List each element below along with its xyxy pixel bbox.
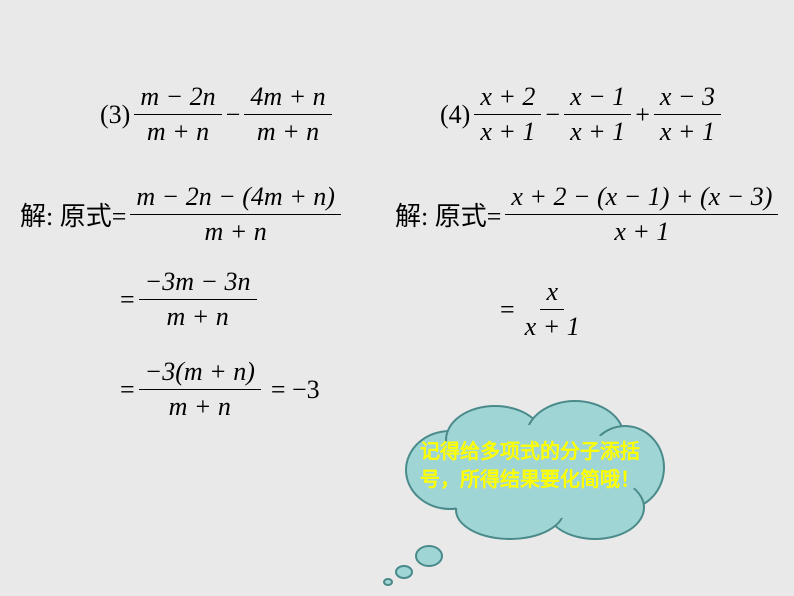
cloud-dot-3 bbox=[383, 578, 393, 586]
problem-3: (3) m − 2n m + n − 4m + n m + n bbox=[100, 80, 336, 149]
cloud-callout: 记得给多项式的分子添括号，所得结果要化简哦！ bbox=[395, 400, 665, 540]
prob3-minus: − bbox=[226, 100, 241, 130]
sol4-line1: 解: 原式= x + 2 − (x − 1) + (x − 3) x + 1 bbox=[395, 180, 782, 249]
sol4-prefix: 解: 原式= bbox=[395, 196, 501, 233]
problem-4: (4) x + 2 x + 1 − x − 1 x + 1 + x − 3 x … bbox=[440, 80, 725, 149]
prob4-frac2: x − 1 x + 1 bbox=[564, 80, 631, 149]
sol3-line1: 解: 原式= m − 2n − (4m + n) m + n bbox=[20, 180, 345, 249]
prob4-frac3: x − 3 x + 1 bbox=[654, 80, 721, 149]
prob4-num2: x − 1 bbox=[564, 80, 631, 115]
sol3-den2: m + n bbox=[160, 300, 234, 334]
prob4-den3: x + 1 bbox=[654, 115, 721, 149]
sol3-prefix: 解: 原式= bbox=[20, 196, 126, 233]
prob3-num1: m − 2n bbox=[134, 80, 221, 115]
sol3-den3: m + n bbox=[163, 390, 237, 424]
prob3-den2: m + n bbox=[251, 115, 325, 149]
sol4-num1: x + 2 − (x − 1) + (x − 3) bbox=[505, 180, 778, 215]
cloud-dot-2 bbox=[395, 565, 413, 579]
prob4-num3: x − 3 bbox=[654, 80, 721, 115]
sol4-den2: x + 1 bbox=[519, 310, 586, 344]
sol3-num3: −3(m + n) bbox=[139, 355, 261, 390]
sol3-num2: −3m − 3n bbox=[139, 265, 257, 300]
cloud-text: 记得给多项式的分子添括号，所得结果要化简哦！ bbox=[420, 438, 640, 494]
prob4-num1: x + 2 bbox=[474, 80, 541, 115]
sol4-num2: x bbox=[540, 275, 564, 310]
sol3-frac3: −3(m + n) m + n bbox=[139, 355, 261, 424]
prob4-plus: + bbox=[635, 100, 650, 130]
sol4-frac1: x + 2 − (x − 1) + (x − 3) x + 1 bbox=[505, 180, 778, 249]
prob3-den1: m + n bbox=[141, 115, 215, 149]
prob4-den1: x + 1 bbox=[474, 115, 541, 149]
sol3-line2: = −3m − 3n m + n bbox=[120, 265, 261, 334]
sol4-frac2: x x + 1 bbox=[519, 275, 586, 344]
prob4-frac1: x + 2 x + 1 bbox=[474, 80, 541, 149]
prob3-num2: 4m + n bbox=[244, 80, 331, 115]
sol4-den1: x + 1 bbox=[608, 215, 675, 249]
sol4-eq2: = bbox=[500, 295, 515, 325]
prob3-frac2: 4m + n m + n bbox=[244, 80, 331, 149]
sol3-eq3: = bbox=[120, 375, 135, 405]
cloud-dot-1 bbox=[415, 545, 443, 567]
prob4-minus: − bbox=[545, 100, 560, 130]
sol3-eq2: = bbox=[120, 285, 135, 315]
sol3-frac2: −3m − 3n m + n bbox=[139, 265, 257, 334]
sol4-line2: = x x + 1 bbox=[500, 275, 590, 344]
sol3-den1: m + n bbox=[198, 215, 272, 249]
prob3-label: (3) bbox=[100, 100, 130, 130]
sol3-line3: = −3(m + n) m + n = −3 bbox=[120, 355, 320, 424]
prob3-frac1: m − 2n m + n bbox=[134, 80, 221, 149]
prob4-label: (4) bbox=[440, 100, 470, 130]
prob4-den2: x + 1 bbox=[564, 115, 631, 149]
sol3-num1: m − 2n − (4m + n) bbox=[130, 180, 341, 215]
sol3-tail: = −3 bbox=[271, 375, 320, 405]
sol3-frac1: m − 2n − (4m + n) m + n bbox=[130, 180, 341, 249]
